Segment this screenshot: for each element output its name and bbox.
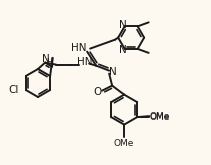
Text: HN: HN: [71, 43, 87, 53]
Text: H: H: [46, 58, 53, 67]
Text: HN: HN: [77, 57, 93, 67]
Text: OMe: OMe: [150, 113, 170, 122]
Text: O: O: [93, 87, 101, 97]
Text: N: N: [119, 45, 127, 55]
Text: Cl: Cl: [9, 85, 19, 95]
Text: N: N: [42, 54, 49, 64]
Text: N: N: [119, 20, 127, 30]
Text: OMe: OMe: [114, 139, 134, 148]
Text: N: N: [109, 67, 117, 77]
Text: OMe: OMe: [150, 112, 170, 121]
